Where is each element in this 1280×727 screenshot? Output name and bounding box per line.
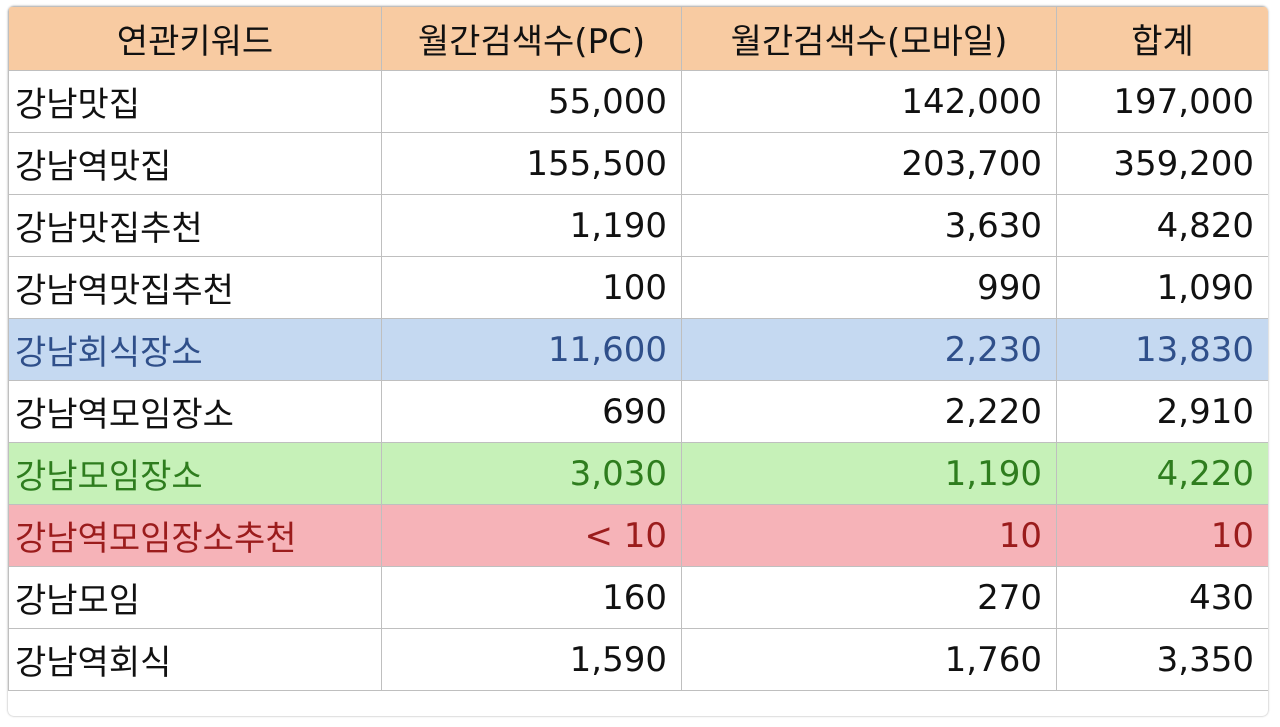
- total-cell: 3,350: [1056, 628, 1268, 691]
- keyword-cell: 강남역회식: [8, 628, 382, 691]
- header-keyword: 연관키워드: [8, 6, 382, 71]
- mobile-searches-cell: 990: [681, 256, 1057, 319]
- mobile-searches-cell: 270: [681, 566, 1057, 629]
- table-row: 강남역맛집추천 100 990 1,090: [8, 256, 1268, 319]
- keyword-cell: 강남역맛집추천: [8, 256, 382, 319]
- table-row: 강남역맛집 155,500 203,700 359,200: [8, 132, 1268, 195]
- total-cell: 430: [1056, 566, 1268, 629]
- pc-searches-cell: 690: [381, 380, 682, 443]
- mobile-searches-cell: 3,630: [681, 194, 1057, 257]
- pc-searches-cell: 55,000: [381, 70, 682, 133]
- mobile-searches-cell: 1,190: [681, 442, 1057, 505]
- table-row: 강남맛집추천 1,190 3,630 4,820: [8, 194, 1268, 257]
- header-mobile-searches: 월간검색수(모바일): [681, 6, 1057, 71]
- pc-searches-cell: 1,590: [381, 628, 682, 691]
- pc-searches-cell: 1,190: [381, 194, 682, 257]
- total-cell: 4,820: [1056, 194, 1268, 257]
- total-cell: 197,000: [1056, 70, 1268, 133]
- mobile-searches-cell: 2,230: [681, 318, 1057, 381]
- total-cell: 4,220: [1056, 442, 1268, 505]
- header-total: 합계: [1056, 6, 1268, 71]
- table-row: 강남역모임장소추천 < 10 10 10: [8, 504, 1268, 567]
- mobile-searches-cell: 203,700: [681, 132, 1057, 195]
- keyword-table-panel: 연관키워드 월간검색수(PC) 월간검색수(모바일) 합계 강남맛집 55,000…: [8, 6, 1268, 716]
- table-row: 강남모임장소 3,030 1,190 4,220: [8, 442, 1268, 505]
- keyword-cell: 강남역맛집: [8, 132, 382, 195]
- mobile-searches-cell: 2,220: [681, 380, 1057, 443]
- keyword-cell: 강남역모임장소: [8, 380, 382, 443]
- header-pc-searches: 월간검색수(PC): [381, 6, 682, 71]
- total-cell: 2,910: [1056, 380, 1268, 443]
- keyword-search-table: 연관키워드 월간검색수(PC) 월간검색수(모바일) 합계 강남맛집 55,000…: [8, 6, 1268, 691]
- total-cell: 13,830: [1056, 318, 1268, 381]
- pc-searches-cell: 3,030: [381, 442, 682, 505]
- pc-searches-cell: 160: [381, 566, 682, 629]
- pc-searches-cell: < 10: [381, 504, 682, 567]
- mobile-searches-cell: 142,000: [681, 70, 1057, 133]
- pc-searches-cell: 155,500: [381, 132, 682, 195]
- table-row: 강남역모임장소 690 2,220 2,910: [8, 380, 1268, 443]
- keyword-cell: 강남회식장소: [8, 318, 382, 381]
- table-row: 강남역회식 1,590 1,760 3,350: [8, 628, 1268, 691]
- keyword-cell: 강남역모임장소추천: [8, 504, 382, 567]
- keyword-cell: 강남모임장소: [8, 442, 382, 505]
- table-row: 강남모임 160 270 430: [8, 566, 1268, 629]
- pc-searches-cell: 100: [381, 256, 682, 319]
- keyword-cell: 강남맛집추천: [8, 194, 382, 257]
- mobile-searches-cell: 10: [681, 504, 1057, 567]
- total-cell: 10: [1056, 504, 1268, 567]
- total-cell: 1,090: [1056, 256, 1268, 319]
- keyword-cell: 강남맛집: [8, 70, 382, 133]
- table-row: 강남회식장소 11,600 2,230 13,830: [8, 318, 1268, 381]
- table-row: 강남맛집 55,000 142,000 197,000: [8, 70, 1268, 133]
- mobile-searches-cell: 1,760: [681, 628, 1057, 691]
- total-cell: 359,200: [1056, 132, 1268, 195]
- keyword-cell: 강남모임: [8, 566, 382, 629]
- header-row: 연관키워드 월간검색수(PC) 월간검색수(모바일) 합계: [8, 6, 1268, 71]
- pc-searches-cell: 11,600: [381, 318, 682, 381]
